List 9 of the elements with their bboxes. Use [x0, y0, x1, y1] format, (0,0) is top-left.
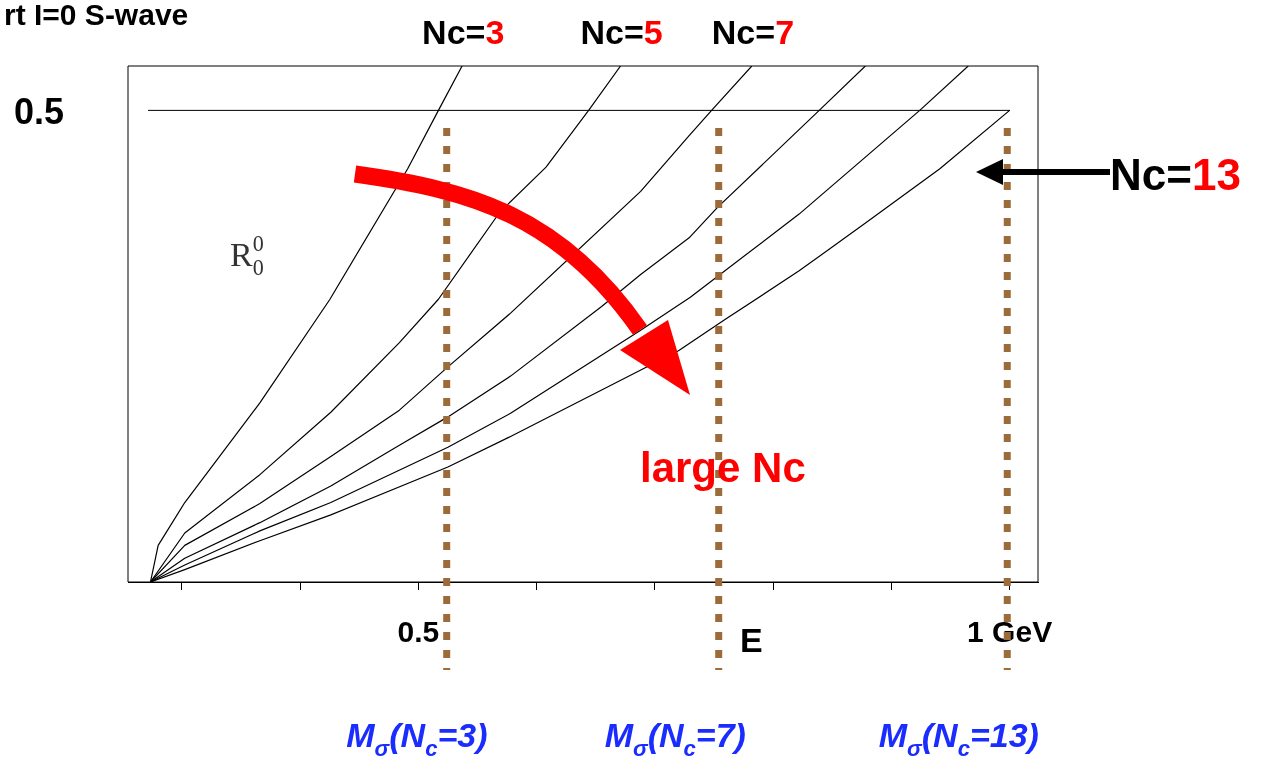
chart-title: rt I=0 S-wave: [4, 0, 189, 32]
series-label: Nc=3: [422, 13, 505, 51]
legend-label: Nc=13: [1110, 150, 1241, 199]
annotation: large Nc: [640, 444, 806, 491]
x-axis-title: E: [740, 621, 763, 659]
x-tick-label: 1 GeV: [967, 615, 1053, 649]
series-label: Nc=5: [580, 13, 663, 51]
text: 0.5: [14, 91, 65, 132]
series-label: Nc=7: [711, 13, 795, 51]
